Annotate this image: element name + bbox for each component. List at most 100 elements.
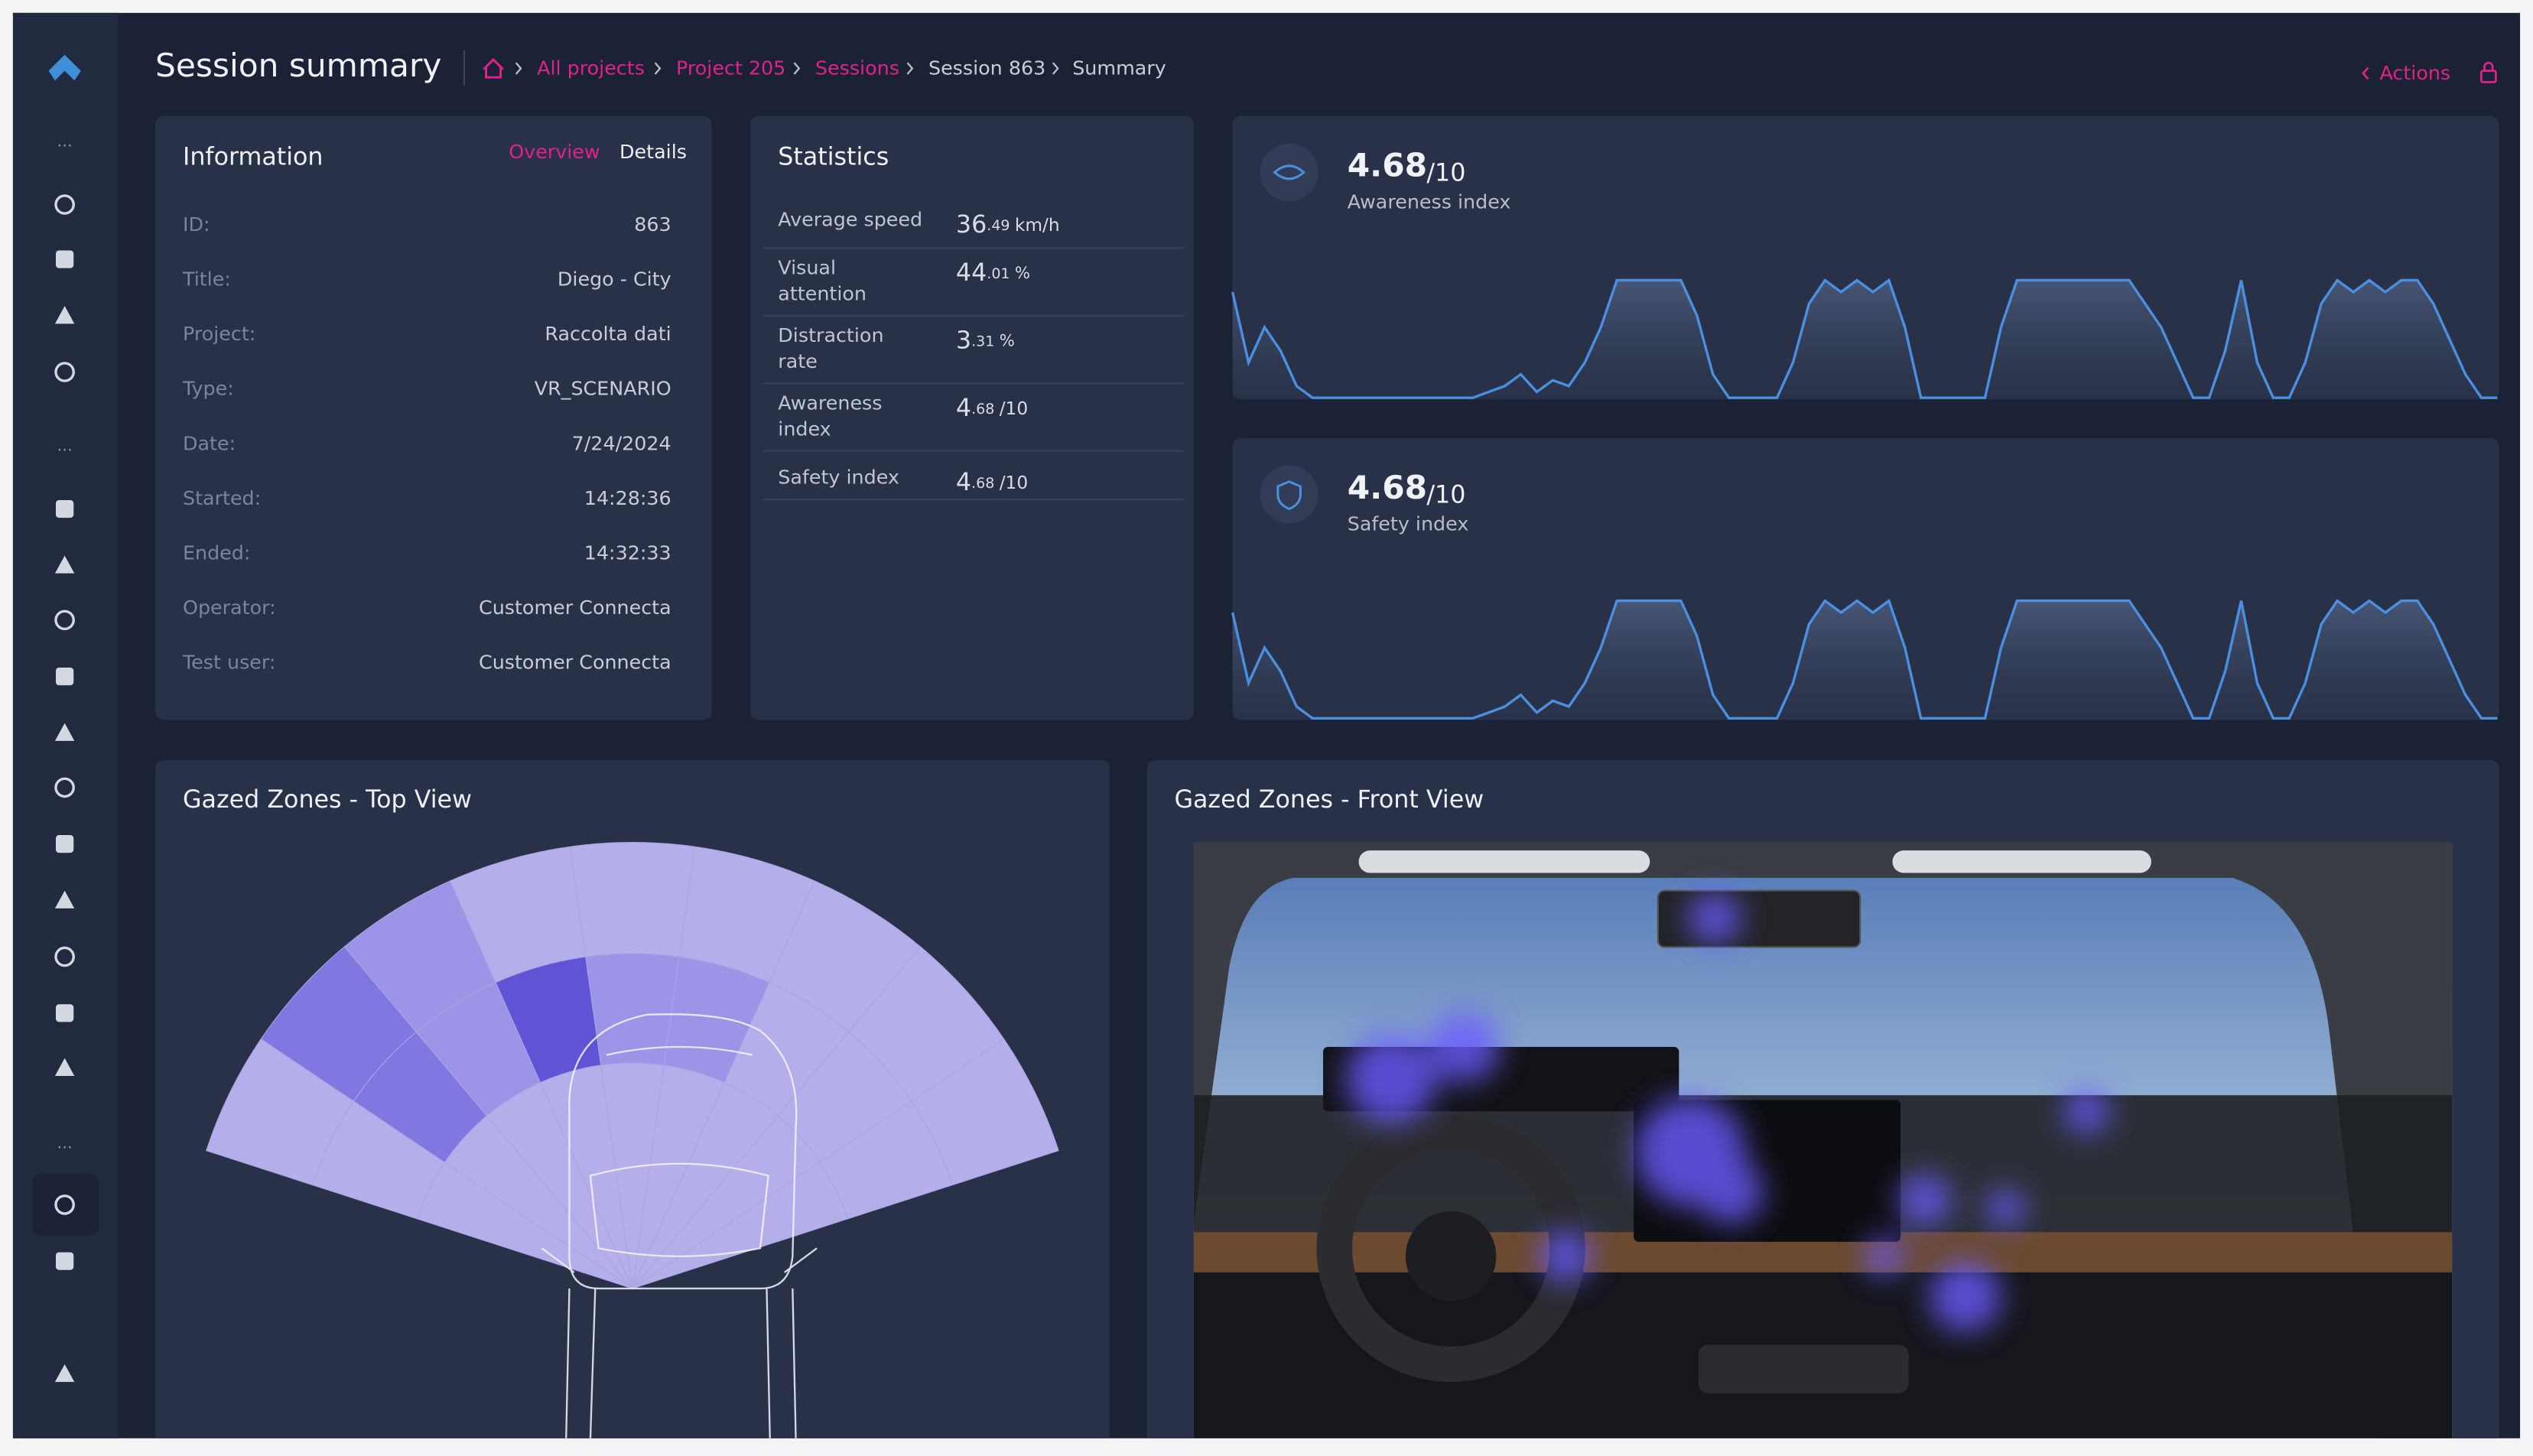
stat-label: Visual — [778, 256, 836, 279]
field-value: Customer Connecta — [479, 651, 671, 674]
nav-icon[interactable] — [55, 499, 74, 518]
stat-label: Distraction — [778, 323, 883, 346]
card-icon-bg — [1260, 143, 1319, 202]
front-view-image — [1193, 842, 2453, 1438]
nav-icon[interactable] — [54, 609, 75, 631]
breadcrumb[interactable]: Sessions — [815, 57, 899, 80]
field-value: Diego - City — [558, 268, 671, 291]
card-icon-bg — [1260, 465, 1319, 524]
stat-integer: 4 — [956, 469, 971, 496]
field-label: Project: — [183, 322, 255, 345]
home-icon[interactable] — [483, 57, 504, 79]
index-label: Safety index — [1348, 512, 1469, 535]
stat-decimals: .68 — [971, 400, 994, 417]
field-value: Customer Connecta — [479, 596, 671, 619]
stat-label: Safety index — [778, 466, 899, 489]
stat-value: 44.01% — [956, 259, 1030, 287]
car-outline — [541, 1013, 818, 1438]
nav-icon[interactable] — [54, 946, 75, 967]
stat-unit: % — [1000, 331, 1015, 350]
sidebar-icons: ··· ··· ··· — [32, 54, 99, 1383]
stat-label: Average speed — [778, 208, 922, 231]
breadcrumbs: All projects Project 205 Sessions Session 8… — [515, 57, 1166, 80]
nav-icon[interactable] — [54, 1194, 75, 1215]
nav-icon[interactable] — [55, 835, 74, 853]
stat-unit: /10 — [1000, 398, 1028, 419]
stat-decimals: .01 — [987, 265, 1010, 282]
active-highlight — [32, 1174, 99, 1236]
eye-icon — [1273, 164, 1306, 180]
index-value: 4.68 — [1348, 469, 1427, 506]
stat-label: index — [778, 417, 831, 440]
field-label: Started: — [183, 486, 261, 509]
tab[interactable]: Overview — [509, 140, 600, 163]
field-label: Type: — [182, 377, 234, 400]
breadcrumb-separator — [654, 62, 662, 75]
nav-icon[interactable] — [54, 890, 75, 908]
field-value: 14:28:36 — [584, 486, 671, 509]
index-cards: 4.68/10 Awareness index 4.68/10 Safety inde… — [1231, 115, 2499, 720]
field-label: Title: — [182, 268, 231, 291]
field-value: Raccolta dati — [545, 322, 671, 345]
breadcrumb[interactable]: All projects — [537, 57, 645, 80]
stat-value: 4.68/10 — [956, 395, 1028, 422]
panel-title: Gazed Zones - Front View — [1174, 786, 1484, 814]
nav-icon[interactable] — [54, 723, 75, 741]
breadcrumb-separator — [515, 62, 522, 75]
lock-icon[interactable] — [2479, 61, 2497, 83]
actions-button[interactable]: Actions — [2379, 61, 2450, 84]
breadcrumb: Session 863 — [928, 57, 1045, 80]
breadcrumb: Summary — [1072, 57, 1166, 80]
nav-icon[interactable] — [54, 1363, 75, 1383]
breadcrumb[interactable]: Project 205 — [676, 57, 785, 80]
statistics-rows: Average speed 36.49 km/hVisualattention44.… — [763, 208, 1185, 500]
actions-chevron — [2362, 67, 2369, 80]
field-label: Date: — [183, 431, 236, 454]
sparkline-area — [1232, 600, 2498, 719]
stat-decimals: .31 — [971, 333, 994, 349]
nav-icon[interactable] — [54, 555, 75, 574]
panel-title: Information — [183, 143, 324, 171]
nav-icon[interactable] — [55, 668, 74, 686]
nav-icon[interactable] — [54, 777, 75, 798]
nav-icon[interactable] — [55, 250, 74, 268]
stat-value: 3.31% — [956, 327, 1015, 355]
gaze-fan — [206, 842, 1059, 1289]
information-panel — [155, 115, 712, 720]
field-label: Ended: — [183, 541, 250, 564]
information-rows: ID: 863 Title: Diego - City Project: Raccolta… — [182, 213, 671, 674]
index-scale: /10 — [1426, 482, 1465, 509]
stat-unit: km/h — [1015, 214, 1060, 235]
nav-icon[interactable] — [54, 194, 75, 215]
sparkline — [1231, 598, 2498, 720]
stat-label: attention — [778, 281, 867, 304]
index-scale: /10 — [1426, 160, 1465, 187]
stat-unit: /10 — [1000, 472, 1028, 492]
stat-decimals: .49 — [987, 216, 1010, 233]
gaze-zone — [910, 1038, 1059, 1186]
field-value: 14:32:33 — [584, 541, 671, 564]
stat-label: rate — [778, 349, 818, 372]
panel-title: Gazed Zones - Top View — [183, 786, 472, 814]
nav-icon[interactable] — [54, 1058, 75, 1076]
stat-value: 36.49 km/h — [956, 211, 1060, 239]
field-label: ID: — [183, 213, 210, 236]
gaze-zone — [585, 953, 680, 1066]
nav-icon[interactable] — [54, 362, 75, 382]
stat-integer: 36 — [956, 211, 987, 239]
nav-icon[interactable] — [54, 306, 75, 324]
panel-title: Statistics — [778, 143, 889, 171]
nav-icon[interactable] — [55, 1252, 74, 1270]
index-card — [1232, 115, 2499, 400]
index-card — [1232, 437, 2499, 720]
gaze-zone — [569, 842, 696, 957]
logo[interactable] — [48, 54, 81, 81]
nav-icon[interactable] — [55, 1004, 74, 1022]
field-value: VR_SCENARIO — [535, 377, 671, 400]
field-value: 863 — [634, 213, 671, 236]
section-dots: ··· — [57, 440, 73, 460]
field-value: 7/24/2024 — [572, 431, 671, 454]
section-dots: ··· — [57, 1138, 73, 1157]
stat-integer: 44 — [956, 259, 987, 287]
tab[interactable]: Details — [619, 140, 687, 163]
